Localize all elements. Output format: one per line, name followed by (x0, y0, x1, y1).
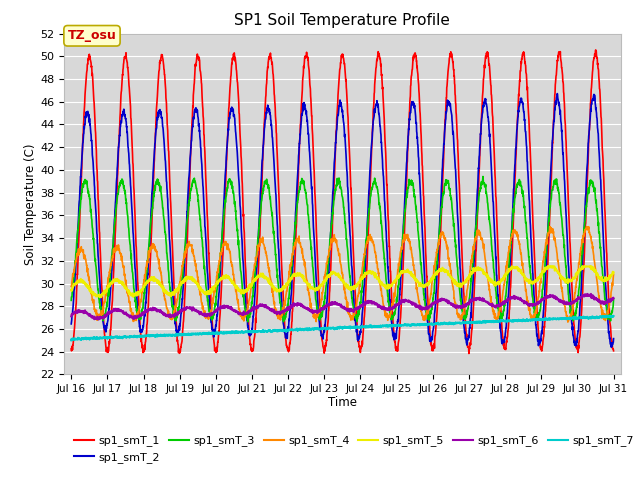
sp1_smT_1 (219, 263, 227, 268)
sp1_smT_3 (563, 264, 570, 269)
sp1_smT_6 (587, 291, 595, 297)
sp1_smT_3 (67, 298, 75, 303)
sp1_smT_5 (500, 273, 508, 278)
sp1_smT_1 (465, 350, 473, 356)
sp1_smT_1 (562, 135, 570, 141)
sp1_smT_2 (607, 344, 615, 350)
sp1_smT_7 (370, 324, 378, 329)
sp1_smT_1 (370, 104, 378, 109)
sp1_smT_6 (577, 295, 585, 300)
Line: sp1_smT_4: sp1_smT_4 (71, 227, 614, 322)
sp1_smT_2 (370, 116, 378, 121)
sp1_smT_6 (358, 302, 366, 308)
sp1_smT_5 (67, 287, 75, 293)
sp1_smT_6 (610, 295, 618, 301)
sp1_smT_3 (244, 319, 252, 324)
sp1_smT_1 (610, 348, 618, 354)
Line: sp1_smT_5: sp1_smT_5 (71, 266, 614, 297)
sp1_smT_6 (500, 299, 508, 305)
sp1_smT_7 (562, 315, 570, 321)
sp1_smT_5 (97, 294, 104, 300)
sp1_smT_5 (508, 264, 516, 269)
sp1_smT_3 (358, 285, 366, 291)
Line: sp1_smT_3: sp1_smT_3 (71, 177, 614, 322)
sp1_smT_6 (370, 299, 378, 305)
sp1_smT_4 (67, 284, 75, 289)
sp1_smT_6 (95, 317, 102, 323)
sp1_smT_6 (562, 300, 570, 306)
sp1_smT_2 (554, 91, 561, 96)
X-axis label: Time: Time (328, 396, 357, 408)
sp1_smT_5 (219, 276, 227, 282)
sp1_smT_7 (603, 312, 611, 318)
Line: sp1_smT_1: sp1_smT_1 (71, 50, 614, 353)
sp1_smT_7 (610, 313, 618, 319)
sp1_smT_1 (67, 346, 75, 351)
sp1_smT_2 (562, 207, 570, 213)
sp1_smT_4 (577, 247, 585, 252)
sp1_smT_2 (610, 336, 618, 341)
sp1_smT_5 (370, 272, 378, 278)
Title: SP1 Soil Temperature Profile: SP1 Soil Temperature Profile (234, 13, 451, 28)
sp1_smT_4 (564, 319, 572, 325)
sp1_smT_2 (577, 291, 585, 297)
sp1_smT_1 (358, 342, 365, 348)
sp1_smT_2 (500, 337, 508, 343)
Text: TZ_osu: TZ_osu (68, 29, 116, 42)
sp1_smT_7 (577, 314, 584, 320)
sp1_smT_6 (67, 313, 75, 319)
sp1_smT_5 (610, 270, 618, 276)
sp1_smT_4 (219, 245, 227, 251)
sp1_smT_3 (500, 302, 508, 308)
sp1_smT_4 (370, 242, 378, 248)
sp1_smT_4 (358, 271, 365, 277)
sp1_smT_7 (67, 337, 75, 343)
Line: sp1_smT_6: sp1_smT_6 (71, 294, 614, 320)
Y-axis label: Soil Temperature (C): Soil Temperature (C) (24, 143, 37, 265)
sp1_smT_4 (562, 310, 570, 315)
sp1_smT_1 (592, 47, 600, 53)
sp1_smT_3 (219, 228, 227, 233)
sp1_smT_2 (219, 228, 227, 233)
sp1_smT_5 (358, 276, 366, 282)
Line: sp1_smT_2: sp1_smT_2 (71, 94, 614, 347)
sp1_smT_2 (67, 321, 75, 327)
sp1_smT_4 (546, 224, 554, 229)
sp1_smT_4 (500, 282, 508, 288)
sp1_smT_3 (370, 180, 378, 186)
sp1_smT_2 (358, 319, 365, 324)
sp1_smT_3 (479, 174, 487, 180)
Line: sp1_smT_7: sp1_smT_7 (71, 315, 614, 340)
sp1_smT_1 (577, 319, 585, 325)
sp1_smT_6 (219, 305, 227, 311)
sp1_smT_5 (563, 277, 570, 283)
Legend: sp1_smT_1, sp1_smT_2, sp1_smT_3, sp1_smT_4, sp1_smT_5, sp1_smT_6, sp1_smT_7: sp1_smT_1, sp1_smT_2, sp1_smT_3, sp1_smT… (70, 431, 638, 468)
sp1_smT_7 (500, 317, 508, 323)
sp1_smT_3 (577, 263, 585, 269)
sp1_smT_7 (219, 330, 227, 336)
sp1_smT_3 (610, 297, 618, 302)
sp1_smT_4 (610, 272, 618, 277)
sp1_smT_1 (500, 345, 508, 351)
sp1_smT_5 (577, 266, 585, 272)
sp1_smT_7 (358, 324, 365, 330)
